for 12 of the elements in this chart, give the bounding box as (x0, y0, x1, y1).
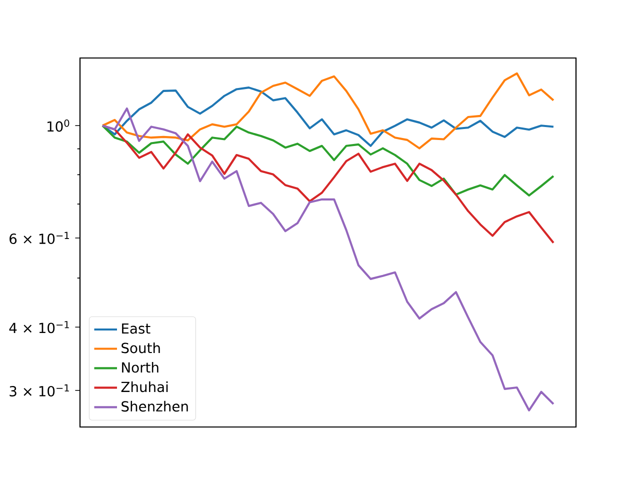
legend-label: North (122, 362, 158, 373)
legend-label: South (122, 342, 160, 354)
y-tick-label: 6 × 10$^{−1}$ (10, 232, 69, 244)
legend-label: East (122, 323, 150, 334)
y-tick-label: 4 × 10$^{−1}$ (9, 321, 69, 334)
y-tick-label: 3 × 10$^{−1}$ (10, 384, 69, 396)
line-series (102, 107, 554, 412)
y-tick-label: 10$^{0}$ (48, 120, 70, 132)
line-series (102, 124, 554, 196)
legend-label: Shenzhen (122, 400, 188, 412)
legend-label: Zhuhai (121, 381, 168, 392)
line-series (102, 72, 554, 150)
